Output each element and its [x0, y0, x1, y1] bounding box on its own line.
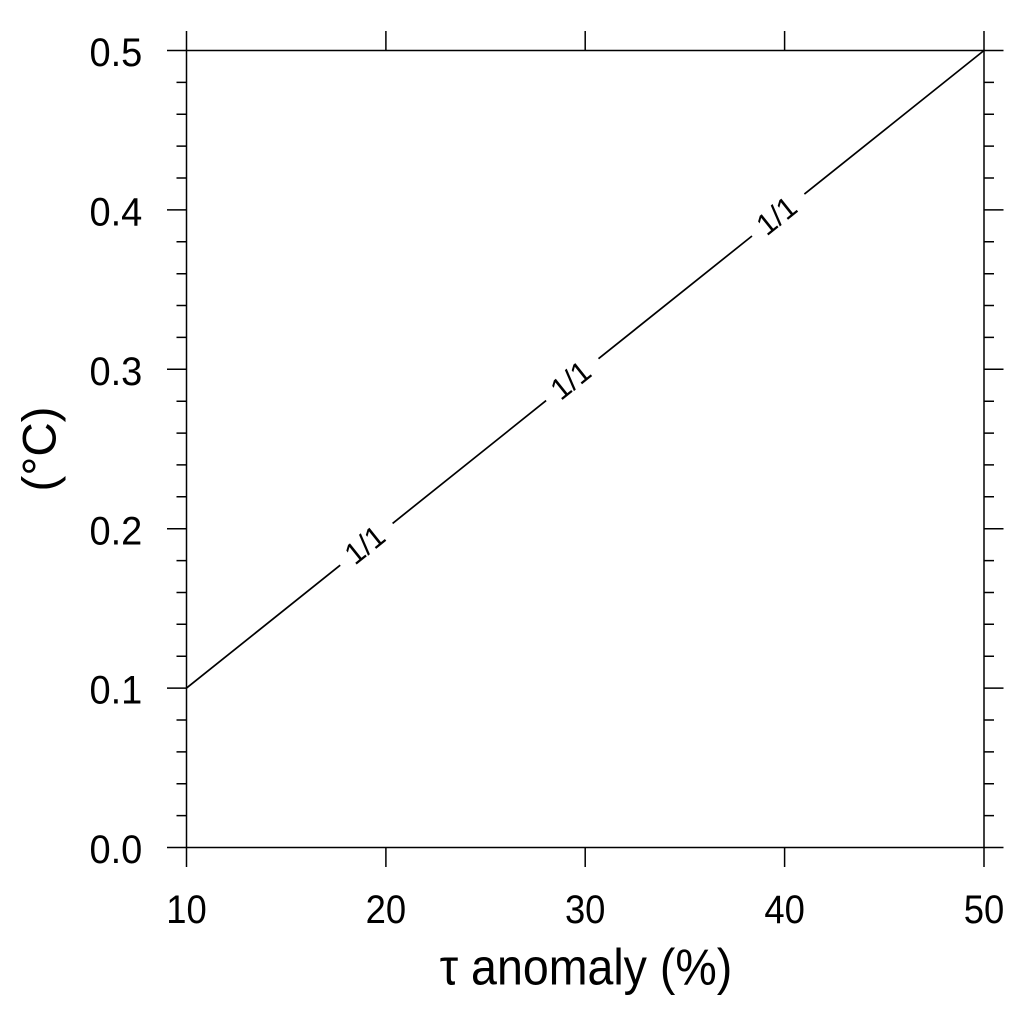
svg-text:0.0: 0.0: [90, 828, 143, 872]
svg-text:30: 30: [565, 888, 606, 932]
svg-text:0.2: 0.2: [90, 509, 143, 553]
svg-text:0.1: 0.1: [90, 669, 143, 713]
svg-text:0.5: 0.5: [90, 31, 143, 75]
svg-text:0.4: 0.4: [90, 191, 143, 235]
svg-text:40: 40: [764, 888, 805, 932]
svg-text:(°C): (°C): [13, 407, 66, 492]
svg-text:0.3: 0.3: [90, 350, 143, 394]
svg-text:50: 50: [964, 888, 1005, 932]
svg-text:20: 20: [366, 888, 407, 932]
svg-text:10: 10: [166, 888, 207, 932]
svg-text:τ anomaly (%): τ anomaly (%): [440, 938, 733, 995]
